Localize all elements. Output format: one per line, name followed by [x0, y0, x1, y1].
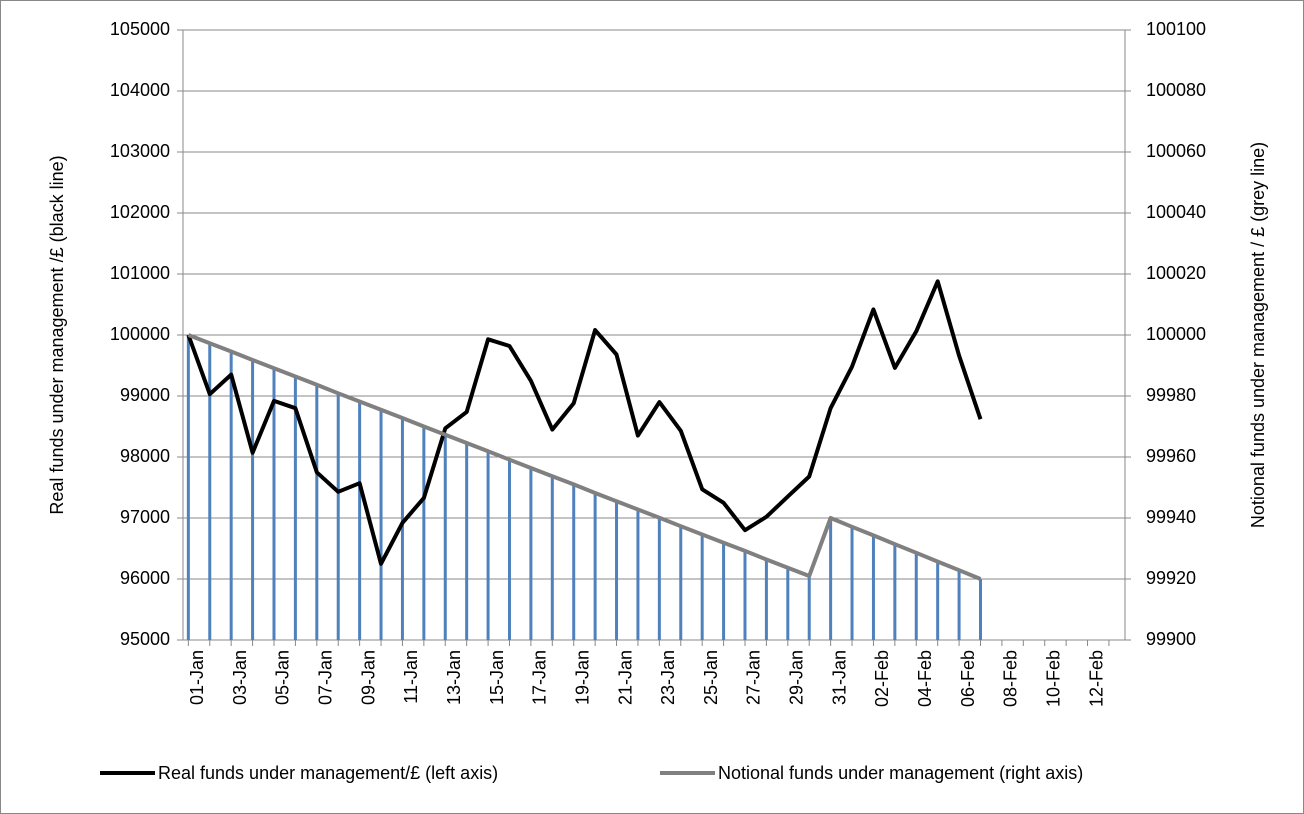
drop-bar: [400, 417, 404, 640]
drop-bar: [572, 484, 576, 640]
drop-bar: [807, 575, 811, 640]
drop-bar: [850, 526, 854, 640]
drop-bar: [786, 567, 790, 640]
drop-bar: [978, 579, 982, 640]
y2-tick-label: 100000: [1146, 324, 1206, 344]
drop-bar: [550, 476, 554, 640]
y-tick-label: 105000: [110, 19, 170, 39]
y-tick-label: 101000: [110, 263, 170, 283]
drop-bar: [486, 451, 490, 640]
y-tick-label: 100000: [110, 324, 170, 344]
x-tick-label: 09-Jan: [358, 650, 378, 705]
drop-bar: [657, 517, 661, 640]
drop-bar: [229, 351, 233, 640]
drop-bar: [422, 426, 426, 640]
x-tick-label: 13-Jan: [444, 650, 464, 705]
drop-bar: [208, 343, 212, 640]
legend-label: Notional funds under management (right a…: [718, 763, 1083, 783]
x-tick-label: 05-Jan: [273, 650, 293, 705]
x-tick-label: 02-Feb: [872, 650, 892, 707]
drop-bar: [957, 570, 961, 640]
x-tick-label: 25-Jan: [701, 650, 721, 705]
drop-bar: [914, 552, 918, 640]
drop-bar: [615, 501, 619, 640]
y-tick-label: 104000: [110, 80, 170, 100]
y2-tick-label: 100100: [1146, 19, 1206, 39]
x-tick-label: 12-Feb: [1086, 650, 1106, 707]
x-tick-label: 03-Jan: [230, 650, 250, 705]
y-tick-label: 103000: [110, 141, 170, 161]
x-tick-label: 08-Feb: [1001, 650, 1021, 707]
drop-bar: [443, 434, 447, 640]
drop-bar: [893, 544, 897, 640]
y2-tick-label: 99900: [1146, 629, 1196, 649]
drop-bar: [764, 559, 768, 640]
y2-tick-label: 99980: [1146, 385, 1196, 405]
y2-tick-label: 99960: [1146, 446, 1196, 466]
drop-bar: [186, 335, 190, 640]
drop-bar: [829, 518, 833, 640]
series-line: [186, 279, 983, 566]
drop-bar: [636, 509, 640, 640]
drop-bar: [871, 535, 875, 640]
x-tick-label: 15-Jan: [487, 650, 507, 705]
x-tick-label: 04-Feb: [915, 650, 935, 707]
y-tick-label: 102000: [110, 202, 170, 222]
y2-tick-label: 100040: [1146, 202, 1206, 222]
drop-bar: [272, 368, 276, 640]
drop-bar: [722, 542, 726, 640]
y-tick-label: 98000: [120, 446, 170, 466]
drop-bar: [593, 492, 597, 640]
x-tick-label: 21-Jan: [615, 650, 635, 705]
y2-tick-label: 99940: [1146, 507, 1196, 527]
drop-bar: [700, 534, 704, 640]
drop-bar: [315, 384, 319, 640]
y2-axis-title: Notional funds under management / £ (gre…: [1248, 142, 1268, 528]
x-tick-label: 23-Jan: [658, 650, 678, 705]
drop-bar: [507, 459, 511, 640]
y2-tick-label: 100060: [1146, 141, 1206, 161]
x-tick-label: 17-Jan: [530, 650, 550, 705]
x-tick-label: 01-Jan: [187, 650, 207, 705]
drop-bar: [465, 442, 469, 640]
x-tick-label: 31-Jan: [829, 650, 849, 705]
drop-bar: [936, 561, 940, 640]
legend-label: Real funds under management/£ (left axis…: [158, 763, 498, 783]
drop-bar: [379, 409, 383, 640]
y-tick-label: 97000: [120, 507, 170, 527]
x-tick-label: 29-Jan: [787, 650, 807, 705]
x-tick-label: 07-Jan: [316, 650, 336, 705]
drop-bar: [358, 401, 362, 640]
x-tick-label: 19-Jan: [572, 650, 592, 705]
x-tick-label: 06-Feb: [958, 650, 978, 707]
drop-bar: [251, 360, 255, 640]
series-line: [187, 333, 982, 581]
x-tick-label: 27-Jan: [744, 650, 764, 705]
y-tick-label: 96000: [120, 568, 170, 588]
drop-bar: [679, 526, 683, 640]
y2-tick-label: 100080: [1146, 80, 1206, 100]
y-tick-label: 95000: [120, 629, 170, 649]
drop-bar: [529, 467, 533, 640]
x-tick-label: 11-Jan: [401, 650, 421, 704]
x-tick-label: 10-Feb: [1043, 650, 1063, 707]
drop-bar: [743, 550, 747, 640]
drop-bar: [293, 376, 297, 640]
y-axis-title: Real funds under management /£ (black li…: [47, 155, 67, 514]
y-tick-label: 99000: [120, 385, 170, 405]
drop-bar: [336, 393, 340, 640]
y2-tick-label: 99920: [1146, 568, 1196, 588]
y2-tick-label: 100020: [1146, 263, 1206, 283]
